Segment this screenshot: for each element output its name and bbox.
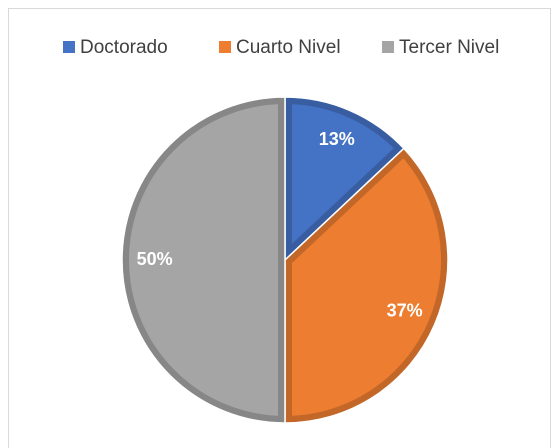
data-label: 37% [387,301,423,321]
legend-swatch [63,41,75,53]
slice-separator [284,96,405,262]
legend-label: Tercer Nivel [399,37,499,58]
data-label: 13% [319,129,355,149]
legend-swatch [382,41,394,53]
slice-separator [121,96,286,424]
legend-swatch [219,41,231,53]
legend-label: Cuarto Nivel [236,37,341,58]
legend-label: Doctorado [80,37,168,58]
slice-separator [284,147,449,424]
data-label: 50% [137,249,173,269]
